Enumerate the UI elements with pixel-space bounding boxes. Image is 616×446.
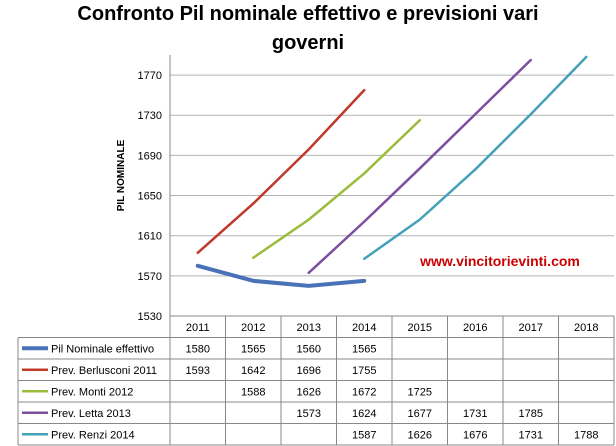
chart-title-line-1: Confronto Pil nominale effettivo e previ…: [77, 3, 539, 25]
legend-label-3: Prev. Monti 2012: [51, 386, 133, 398]
y-tick-label-1650: 1650: [138, 191, 162, 203]
x-tick-label-2015: 2015: [408, 322, 432, 334]
series-line-5: [363, 55, 588, 261]
data-label-s5-2014: 1587: [352, 429, 376, 441]
legend-label-4: Prev. Letta 2013: [51, 408, 131, 420]
watermark-text: www.vincitorievinti.com: [419, 253, 580, 269]
chart-title: Confronto Pil nominale effettivo e previ…: [0, 0, 616, 58]
series-line-4: [307, 58, 532, 275]
legend-label-5: Prev. Renzi 2014: [51, 429, 135, 441]
series-line-3: [252, 119, 421, 260]
data-label-s5-2018: 1788: [574, 429, 598, 441]
data-label-s4-2013: 1573: [297, 408, 321, 420]
series-line-1: [195, 263, 367, 288]
data-label-s4-2016: 1731: [463, 408, 487, 420]
data-label-s3-2014: 1672: [352, 386, 376, 398]
y-tick-label-1530: 1530: [138, 311, 162, 323]
chart-title-line-2: governi: [271, 32, 345, 54]
data-label-s1-2013: 1560: [297, 343, 321, 355]
data-label-s5-2015: 1626: [408, 429, 432, 441]
data-label-s5-2016: 1676: [463, 429, 487, 441]
data-label-s1-2012: 1565: [241, 343, 265, 355]
data-label-s2-2011: 1593: [186, 365, 210, 377]
data-label-s4-2015: 1677: [408, 408, 432, 420]
data-label-s2-2014: 1755: [352, 365, 376, 377]
x-tick-label-2012: 2012: [241, 322, 265, 334]
x-tick-label-2018: 2018: [574, 322, 598, 334]
data-label-s3-2012: 1588: [241, 386, 265, 398]
x-tick-label-2013: 2013: [297, 322, 321, 334]
x-tick-label-2017: 2017: [519, 322, 543, 334]
data-label-s5-2017: 1731: [519, 429, 543, 441]
data-label-s1-2011: 1580: [186, 343, 210, 355]
data-label-s1-2014: 1565: [352, 343, 376, 355]
y-tick-label-1730: 1730: [138, 110, 162, 122]
data-label-s3-2013: 1626: [297, 386, 321, 398]
data-label-s4-2014: 1624: [352, 408, 376, 420]
y-tick-label-1610: 1610: [138, 231, 162, 243]
legend-label-2: Prev. Berlusconi 2011: [51, 365, 157, 377]
data-label-s4-2017: 1785: [519, 408, 543, 420]
x-tick-label-2014: 2014: [352, 322, 376, 334]
y-tick-label-1690: 1690: [138, 150, 162, 162]
legend-label-1: Pil Nominale effettivo: [51, 343, 154, 355]
y-axis-label: PIL NOMINALE: [116, 139, 127, 211]
data-label-s2-2013: 1696: [297, 365, 321, 377]
data-label-s2-2012: 1642: [241, 365, 265, 377]
x-tick-label-2016: 2016: [463, 322, 487, 334]
y-tick-label-1570: 1570: [138, 271, 162, 283]
data-label-s3-2015: 1725: [408, 386, 432, 398]
series-line-2: [196, 88, 366, 255]
x-tick-label-2011: 2011: [186, 322, 210, 334]
y-tick-label-1770: 1770: [138, 70, 162, 82]
